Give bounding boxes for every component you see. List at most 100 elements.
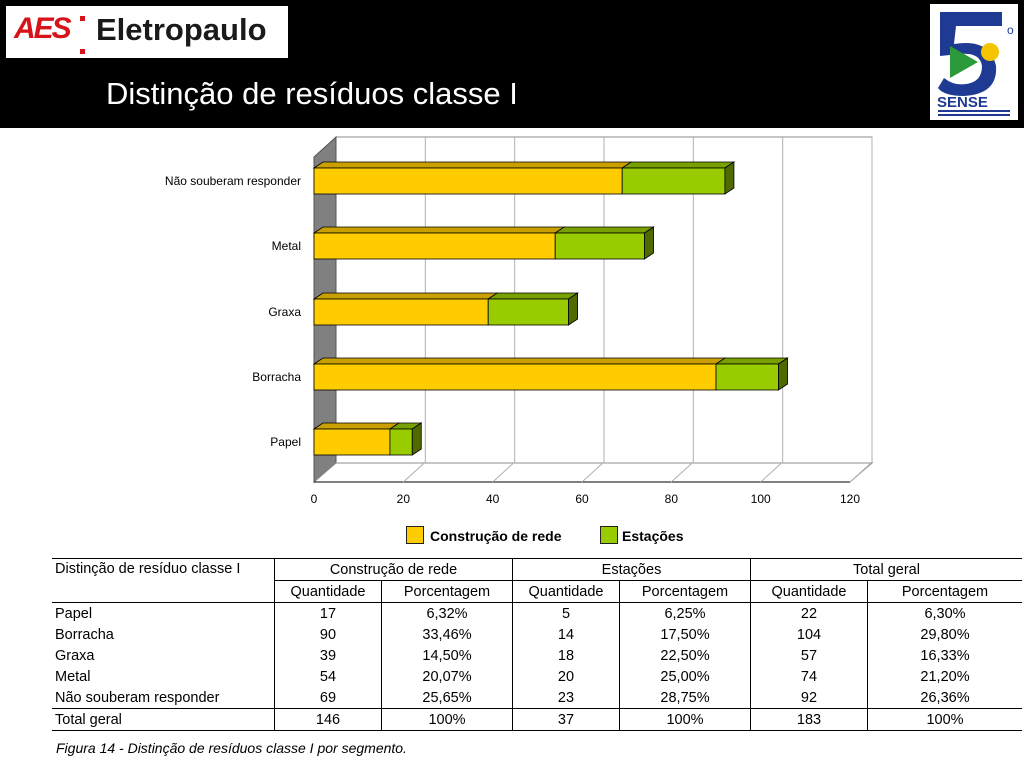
bar-side: [778, 357, 788, 391]
table-cell: 37: [512, 708, 620, 731]
table-cell: 25,00%: [619, 666, 751, 687]
bar-top: [312, 422, 401, 430]
legend-label-estacoes: Estações: [622, 528, 684, 544]
x-tick-label: 40: [486, 492, 500, 506]
bar-top: [486, 292, 579, 300]
table-cell: 17,50%: [619, 624, 751, 645]
bar-segment: [621, 167, 726, 195]
table-group-header: Total geral: [750, 558, 1022, 581]
gridline-floor: [760, 461, 784, 483]
table-row-label: Total geral: [55, 711, 122, 728]
x-tick-label: 60: [575, 492, 589, 506]
bar-segment: [313, 428, 391, 456]
table-cell: 26,36%: [867, 687, 1022, 709]
bar-side: [724, 161, 735, 195]
bar-segment: [313, 298, 489, 326]
table-cell: 5: [512, 602, 620, 624]
sense-logo-word: SENSE: [937, 94, 988, 111]
table-cell: 100%: [381, 708, 513, 731]
sense-logo-flag: [950, 46, 978, 78]
sense-logo-superscript: o: [1007, 23, 1014, 37]
table-cell: 18: [512, 645, 620, 666]
data-table: Distinção de resíduo classe I Construção…: [52, 558, 1022, 731]
bar-segment: [554, 232, 645, 260]
x-tick-label: 20: [397, 492, 411, 506]
gridline-floor: [670, 461, 694, 483]
table-cell: 14,50%: [381, 645, 513, 666]
table-header-row-1: Distinção de resíduo classe I Construção…: [52, 558, 1022, 581]
legend-swatch-estacoes: [600, 526, 618, 544]
table-row: Papel 17 6,32% 5 6,25% 22 6,30%: [52, 602, 1022, 624]
bar-top: [312, 161, 633, 169]
table-sub-header: Porcentagem: [867, 580, 1022, 603]
table-cell: 17: [274, 602, 382, 624]
table-cell: 57: [750, 645, 868, 666]
table-cell: 29,80%: [867, 624, 1022, 645]
y-category-label: Metal: [272, 239, 301, 253]
bar-segment: [389, 428, 413, 456]
table-corner-header: Distinção de resíduo classe I: [55, 561, 241, 577]
x-tick-label: 80: [665, 492, 679, 506]
bar-top: [312, 357, 727, 365]
bar-top: [312, 292, 499, 300]
x-axis-ticks: 0 20 40 60 80 100 120: [311, 492, 861, 506]
brand-name: Eletropaulo: [96, 12, 267, 47]
sense-logo: o SENSE: [930, 4, 1018, 120]
table-cell: 39: [274, 645, 382, 666]
bar-side: [568, 292, 578, 326]
bar-side: [644, 226, 654, 260]
table-cell: 6,25%: [619, 602, 751, 624]
table-cell: 22,50%: [619, 645, 751, 666]
table-cell: 92: [750, 687, 868, 709]
table-cell: 14: [512, 624, 620, 645]
table-cell: 22: [750, 602, 868, 624]
legend-label-construcao: Construção de rede: [430, 528, 562, 544]
table-sub-header: Quantidade: [750, 580, 868, 603]
table-total-row: Total geral 146 100% 37 100% 183 100%: [52, 708, 1022, 731]
table-cell: 20: [512, 666, 620, 687]
table-cell: 183: [750, 708, 868, 731]
y-category-label: Graxa: [268, 305, 301, 319]
aes-logo-mark: AES: [14, 12, 72, 45]
bar-top: [553, 226, 655, 234]
figure-caption: Figura 14 - Distinção de resíduos classe…: [56, 740, 407, 756]
table-cell: 100%: [867, 708, 1022, 731]
table-cell: 100%: [619, 708, 751, 731]
table-cell: 146: [274, 708, 382, 731]
table-row: Não souberam responder 69 25,65% 23 28,75% 92…: [52, 687, 1022, 709]
table-cell: 28,75%: [619, 687, 751, 709]
gridline-floor: [492, 461, 516, 483]
y-category-label: Papel: [270, 435, 301, 449]
table-cell: 21,20%: [867, 666, 1022, 687]
y-category-label: Borracha: [252, 370, 301, 384]
chart: 0 20 40 60 80 100 120 Papel Borracha Graxa Metal N…: [165, 135, 874, 506]
bar-top: [620, 161, 736, 169]
sense-logo-sun: [981, 43, 999, 61]
bar-top: [312, 226, 566, 234]
gridline-floor: [849, 461, 873, 483]
table-cell: 23: [512, 687, 620, 709]
header-bar: AES Eletropaulo Distinção de resíduos cl…: [0, 0, 1024, 128]
table-cell: 16,33%: [867, 645, 1022, 666]
bar-segment: [313, 167, 623, 195]
bar-side: [411, 422, 422, 456]
table-cell: 54: [274, 666, 382, 687]
logo-separator: [80, 16, 85, 54]
sense-logo-number: [938, 12, 1002, 96]
table-group-header: Estações: [512, 558, 751, 581]
bar-segment: [715, 363, 779, 391]
table-row-label: Metal: [55, 668, 91, 685]
table-sub-header: Quantidade: [274, 580, 382, 603]
table-row-label: Não souberam responder: [55, 689, 220, 706]
gridline-floor: [402, 461, 426, 483]
x-tick-label: 120: [840, 492, 860, 506]
table-cell: 33,46%: [381, 624, 513, 645]
table-header-row-2: Quantidade Porcentagem Quantidade Porcen…: [52, 580, 1022, 603]
gridline-floor: [581, 461, 605, 483]
bar-segment: [313, 363, 717, 391]
legend-swatch-construcao: [406, 526, 424, 544]
table-cell: 69: [274, 687, 382, 709]
x-tick-label: 100: [751, 492, 771, 506]
table-cell: 74: [750, 666, 868, 687]
table-sub-header: Porcentagem: [619, 580, 751, 603]
